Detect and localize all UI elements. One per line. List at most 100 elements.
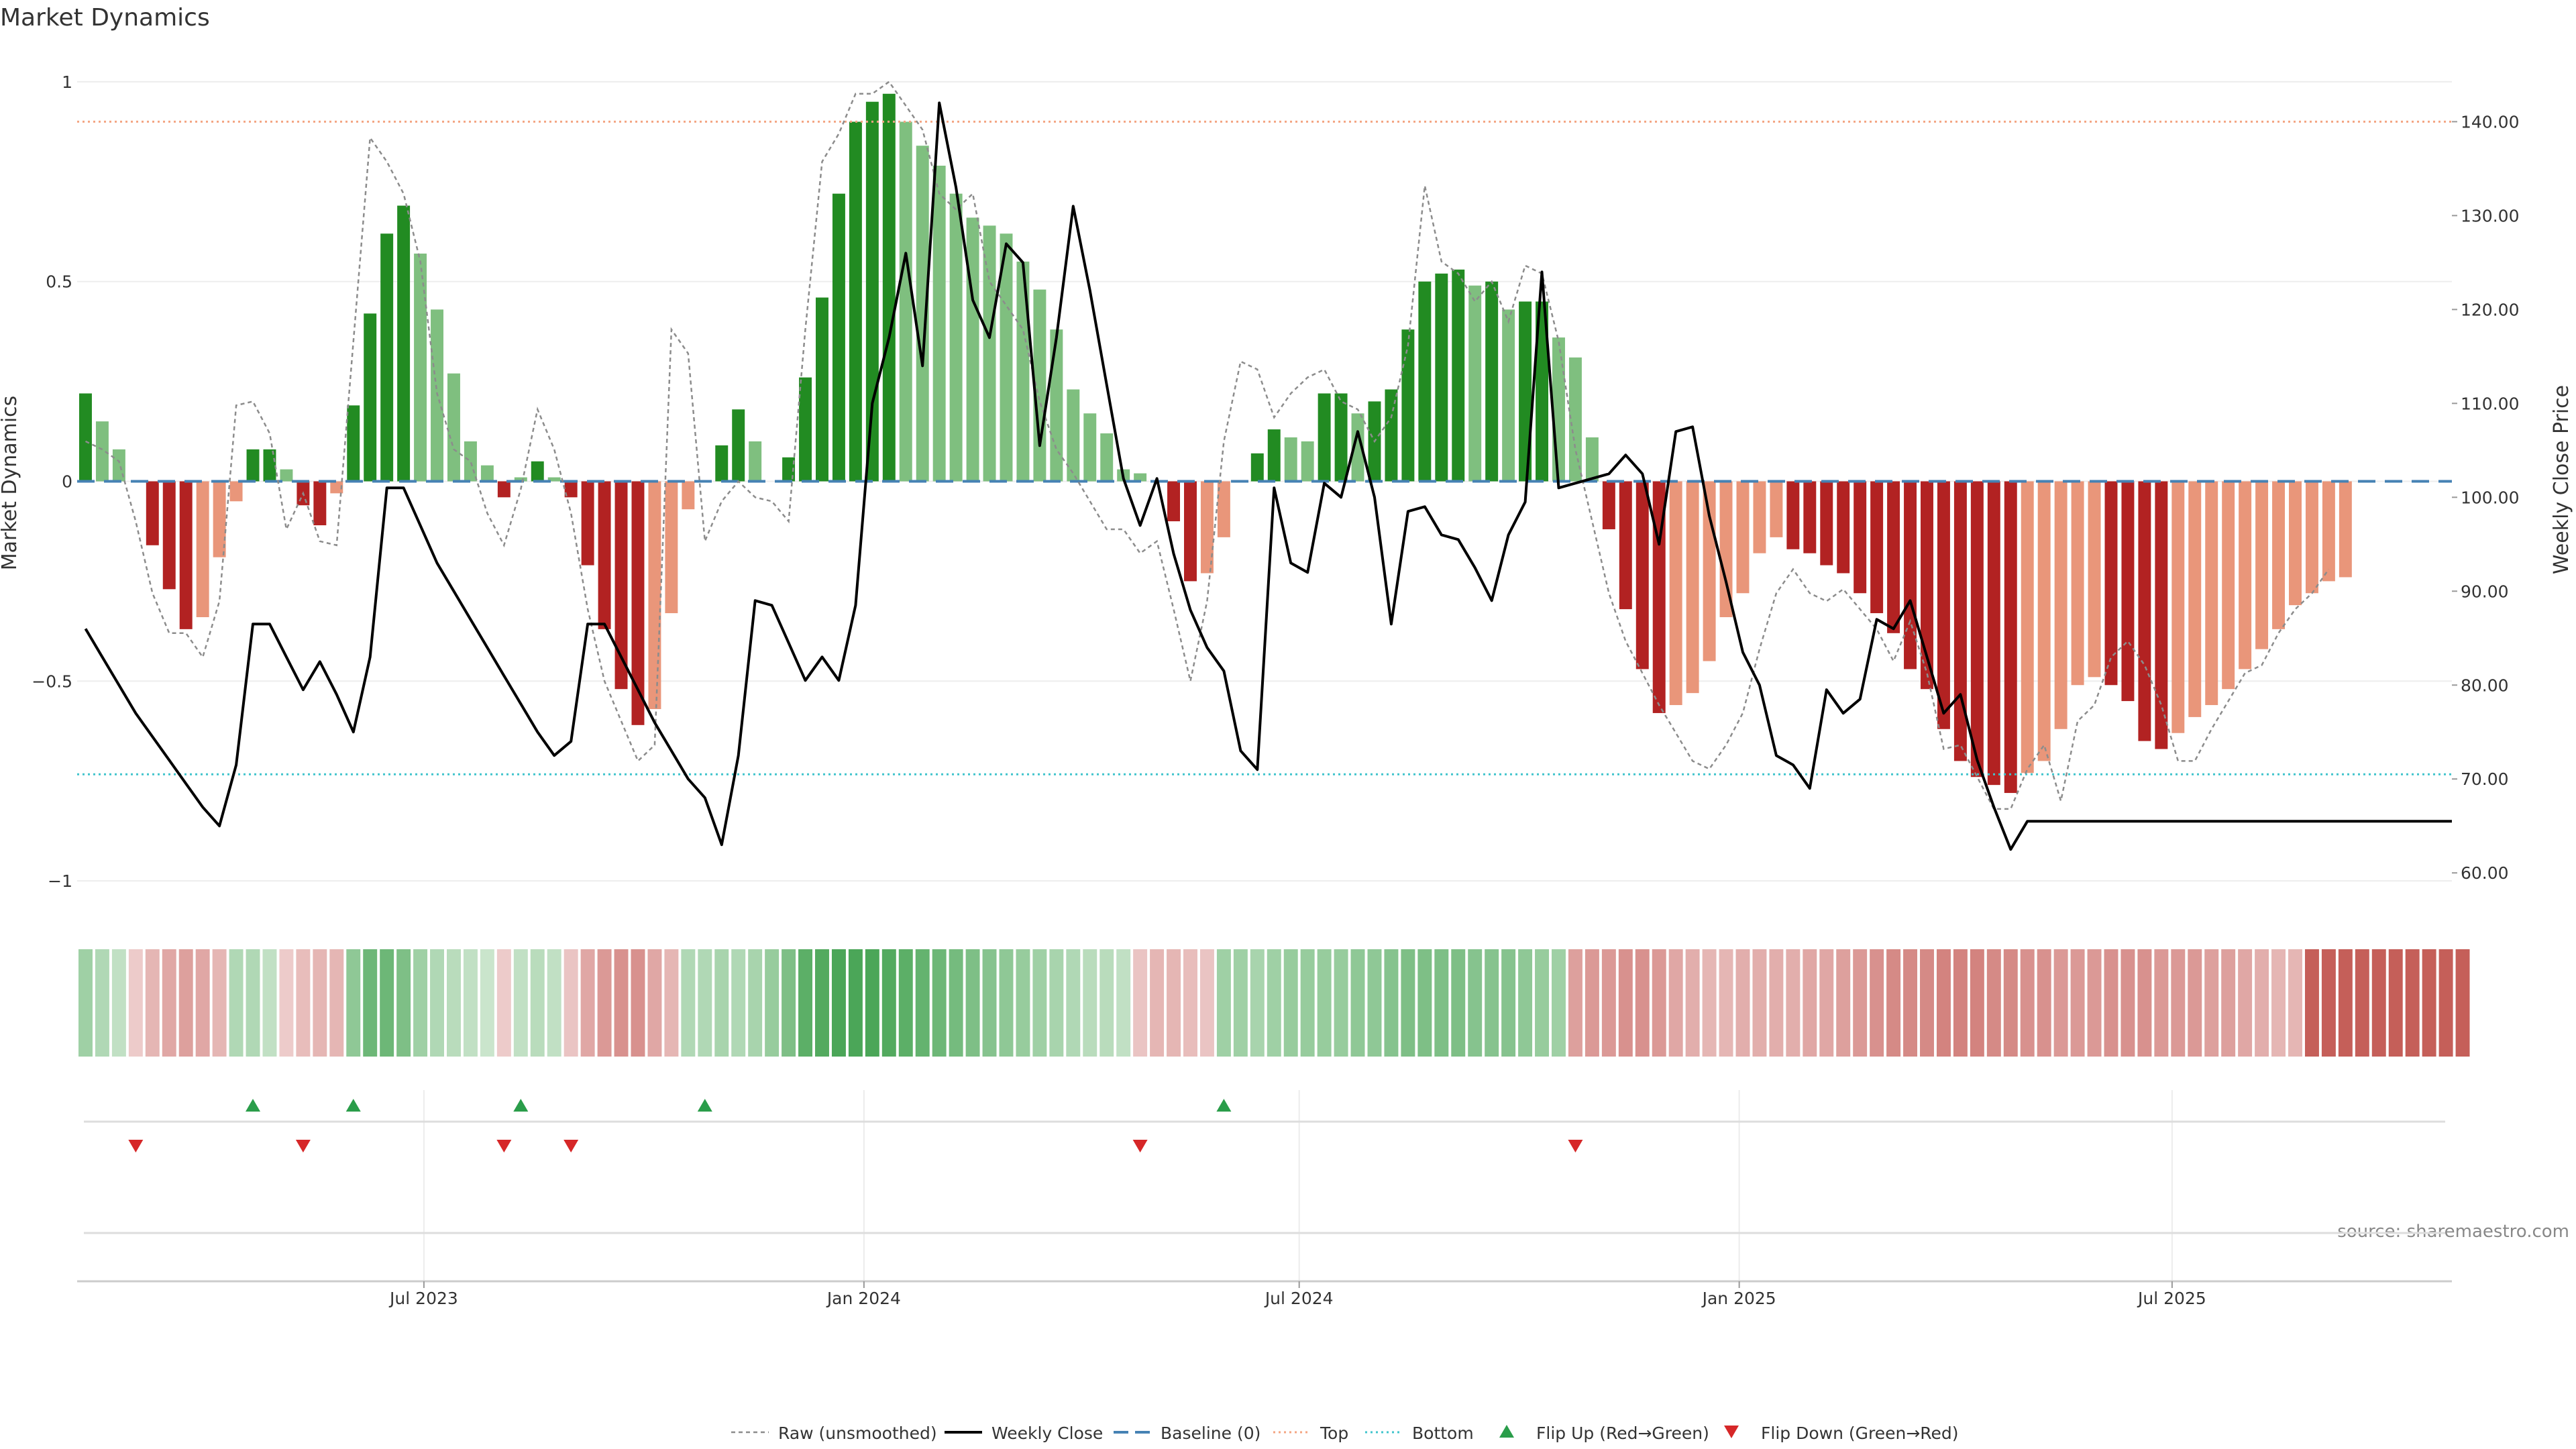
dynamics-bar — [816, 297, 828, 482]
dynamics-bar — [2239, 481, 2252, 669]
regime-cell — [480, 949, 494, 1057]
dynamics-bar — [1770, 481, 1783, 537]
dynamics-bar — [1334, 393, 1348, 482]
dynamics-bar — [1167, 481, 1181, 522]
regime-cell — [664, 949, 679, 1057]
regime-cell — [313, 949, 327, 1057]
dynamics-bar — [1703, 481, 1716, 661]
dynamics-bar — [1351, 413, 1364, 482]
dynamics-bar — [2121, 481, 2135, 702]
regime-cell — [1250, 949, 1265, 1057]
legend-label: Raw (unsmoothed) — [778, 1424, 937, 1443]
y-tick-left: 0 — [62, 472, 72, 492]
regime-cell — [1735, 949, 1750, 1057]
regime-cell — [1485, 949, 1499, 1057]
dynamics-bar — [1870, 481, 1884, 614]
dynamics-bar — [364, 313, 377, 482]
regime-cell — [1752, 949, 1767, 1057]
dynamics-bar — [2071, 481, 2084, 686]
y-tick-right: 110.00 — [2461, 394, 2519, 413]
regime-cell — [2238, 949, 2253, 1057]
regime-cell — [1635, 949, 1650, 1057]
dynamics-bar — [531, 461, 544, 482]
regime-cell — [597, 949, 612, 1057]
regime-cell — [178, 949, 193, 1057]
dynamics-bar — [1318, 393, 1331, 482]
dynamics-bar — [2339, 481, 2352, 578]
regime-cell — [145, 949, 160, 1057]
dynamics-bar — [983, 225, 996, 482]
dynamics-bar — [614, 481, 628, 690]
regime-cell — [1133, 949, 1148, 1057]
regime-cell — [246, 949, 260, 1057]
dynamics-bar — [1837, 481, 1850, 574]
dynamics-bar — [2021, 481, 2034, 773]
dynamics-bar — [497, 481, 511, 498]
regime-cell — [1350, 949, 1365, 1057]
regime-cell — [1317, 949, 1332, 1057]
flip-up-marker — [513, 1099, 529, 1112]
regime-cell — [2053, 949, 2068, 1057]
regime-cell — [1903, 949, 1918, 1057]
regime-cell — [530, 949, 545, 1057]
regime-cell — [1970, 949, 1984, 1057]
regime-cell — [2455, 949, 2470, 1057]
regime-cell — [1986, 949, 2001, 1057]
flip-up-marker — [697, 1099, 712, 1112]
dynamics-bar — [1652, 481, 1666, 713]
y-tick-left: −1 — [48, 871, 72, 891]
dynamics-bar — [1635, 481, 1649, 669]
y-axis-right-label: Weekly Close Price — [2550, 385, 2573, 574]
regime-cell — [1016, 949, 1030, 1057]
dynamics-bar — [2289, 481, 2302, 606]
dynamics-bar — [1585, 437, 1599, 482]
dynamics-bar — [263, 449, 276, 482]
dynamics-bar — [2305, 481, 2318, 594]
regime-cell — [1233, 949, 1248, 1057]
dynamics-bar — [1050, 329, 1063, 482]
dynamics-bar — [95, 421, 109, 482]
dynamics-bar — [347, 405, 360, 482]
dynamics-bar — [564, 481, 578, 498]
regime-cell — [647, 949, 662, 1057]
regime-cell — [949, 949, 963, 1057]
regime-cell — [2355, 949, 2369, 1057]
dynamics-bar — [732, 409, 745, 482]
dynamics-bar — [2322, 481, 2335, 582]
dynamics-bar — [397, 205, 411, 482]
dynamics-bar — [2004, 481, 2017, 794]
regime-cell — [463, 949, 478, 1057]
dynamics-bar — [648, 481, 661, 709]
regime-cell — [831, 949, 846, 1057]
regime-cell — [1300, 949, 1315, 1057]
regime-cell — [681, 949, 696, 1057]
regime-cell — [2422, 949, 2436, 1057]
x-tick-label: Jul 2024 — [1264, 1289, 1334, 1308]
dynamics-bar — [1250, 453, 1264, 482]
regime-cell — [932, 949, 947, 1057]
regime-cell — [329, 949, 344, 1057]
flip-up-marker — [246, 1099, 261, 1112]
regime-cell — [1216, 949, 1231, 1057]
regime-cell — [915, 949, 930, 1057]
dynamics-bar — [949, 193, 963, 482]
regime-cell — [195, 949, 210, 1057]
dynamics-bar — [2138, 481, 2151, 741]
regime-cell — [1652, 949, 1666, 1057]
regime-cell — [714, 949, 729, 1057]
dynamics-bar — [1184, 481, 1197, 582]
regime-cell — [1685, 949, 1700, 1057]
regime-cell — [1049, 949, 1064, 1057]
dynamics-bar — [2037, 481, 2051, 761]
regime-cell — [1083, 949, 1097, 1057]
dynamics-bar — [213, 481, 226, 557]
regime-cell — [1150, 949, 1165, 1057]
regime-cell — [848, 949, 863, 1057]
dynamics-bar — [1568, 357, 1582, 482]
regime-cell — [2154, 949, 2169, 1057]
dynamics-bar — [179, 481, 193, 629]
dynamics-bar — [916, 146, 929, 482]
dynamics-bar — [1803, 481, 1817, 553]
dynamics-bar — [849, 121, 862, 482]
